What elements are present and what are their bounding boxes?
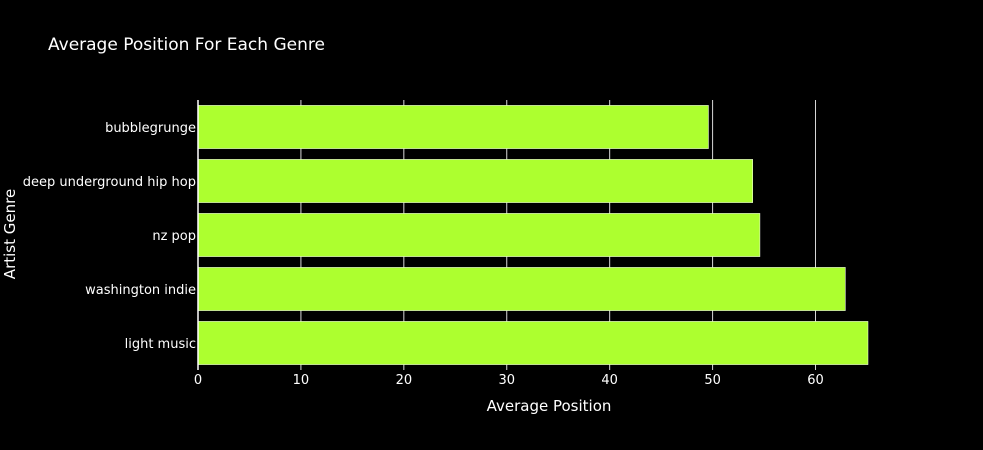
x-axis-title: Average Position xyxy=(487,397,612,415)
x-tick-label: 60 xyxy=(807,373,824,388)
bar xyxy=(197,159,753,203)
y-axis-title: Artist Genre xyxy=(1,189,19,279)
y-tick-label: deep underground hip hop xyxy=(23,175,196,190)
y-tick-label: bubblegrunge xyxy=(105,121,196,136)
x-tick-label: 20 xyxy=(396,373,413,388)
y-tick-label: washington indie xyxy=(85,283,196,298)
bars xyxy=(197,105,869,365)
bar xyxy=(197,105,709,149)
x-tick-label: 30 xyxy=(498,373,515,388)
bar xyxy=(197,213,761,257)
chart-title: Average Position For Each Genre xyxy=(48,35,325,55)
y-tick-labels: bubblegrunge deep underground hip hop nz p… xyxy=(23,121,196,352)
y-tick-label: nz pop xyxy=(152,229,196,244)
x-tick-label: 50 xyxy=(704,373,721,388)
bar xyxy=(197,267,846,311)
x-tick-label: 10 xyxy=(293,373,310,388)
x-tick-labels: 0 10 20 30 40 50 60 xyxy=(194,373,824,388)
bar xyxy=(197,321,869,365)
y-tick-label: light music xyxy=(125,337,196,352)
x-tick-label: 0 xyxy=(194,373,202,388)
x-tick-label: 40 xyxy=(601,373,618,388)
